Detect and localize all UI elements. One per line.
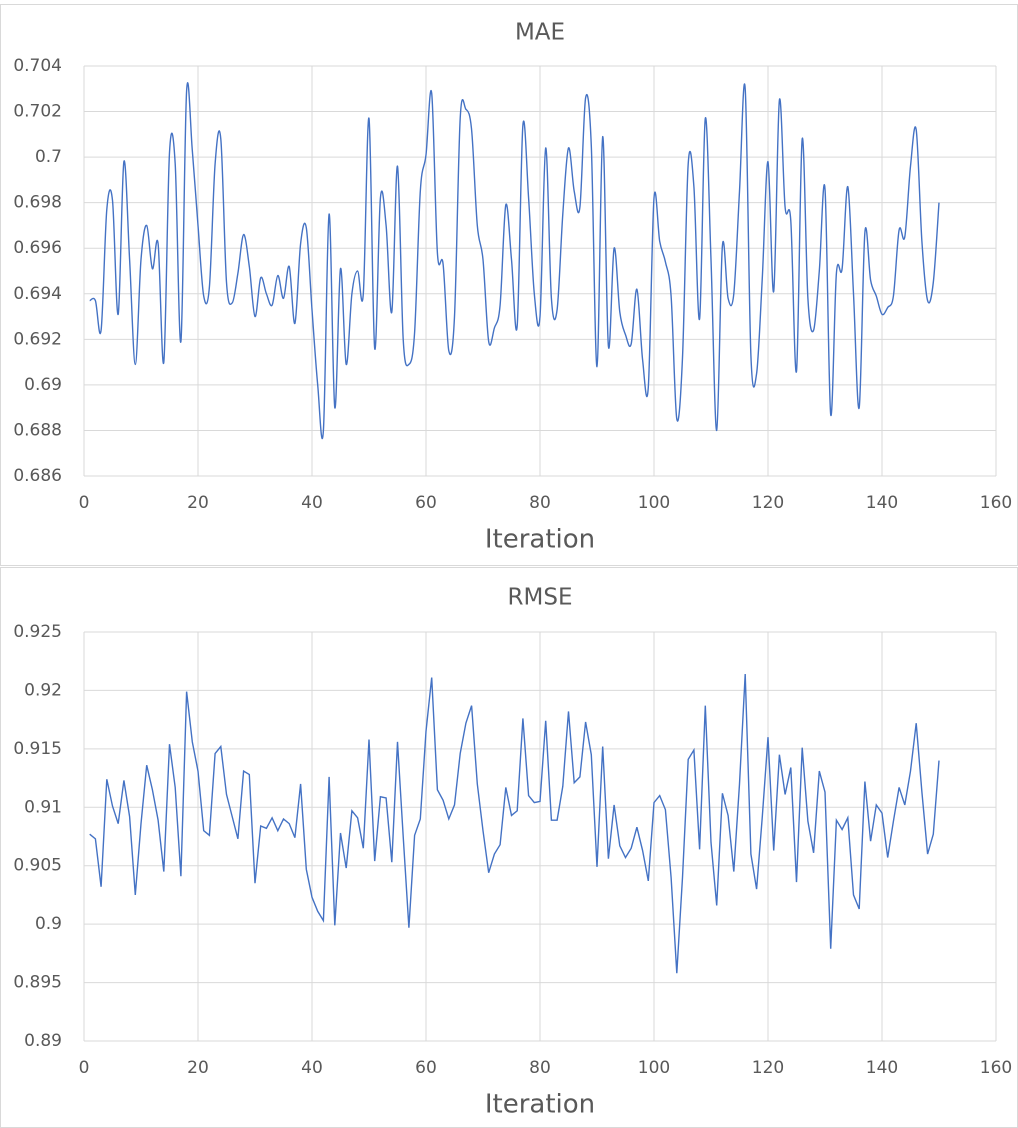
x-tick-label: 40 (301, 493, 323, 513)
x-axis-label: Iteration (485, 525, 595, 555)
x-tick-label: 100 (638, 1058, 670, 1078)
y-tick-label: 0.915 (13, 739, 62, 759)
x-tick-label: 80 (529, 493, 551, 513)
x-tick-label: 60 (415, 1058, 437, 1078)
data-line (89, 82, 940, 440)
x-tick-label: 120 (752, 493, 784, 513)
y-tick-label: 0.925 (13, 622, 62, 642)
y-tick-label: 0.92 (24, 680, 62, 700)
y-tick-label: 0.7 (35, 147, 62, 167)
y-tick-label: 0.698 (13, 193, 62, 213)
chart-title: MAE (515, 20, 565, 46)
data-line (89, 674, 940, 974)
x-tick-label: 100 (638, 493, 670, 513)
chart-frame (0, 567, 1018, 1128)
x-tick-label: 140 (866, 493, 898, 513)
x-tick-label: 20 (187, 1058, 209, 1078)
y-tick-label: 0.694 (13, 284, 62, 304)
y-tick-label: 0.91 (24, 797, 62, 817)
y-tick-label: 0.686 (13, 466, 62, 486)
y-tick-label: 0.696 (13, 238, 62, 258)
chart-frame (0, 4, 1018, 566)
y-tick-label: 0.9 (35, 914, 62, 934)
x-tick-label: 0 (79, 493, 90, 513)
x-tick-label: 120 (752, 1058, 784, 1078)
y-tick-label: 0.905 (13, 856, 62, 876)
x-tick-label: 160 (980, 1058, 1012, 1078)
y-tick-label: 0.89 (24, 1031, 62, 1051)
y-tick-label: 0.692 (13, 329, 62, 349)
x-tick-label: 160 (980, 493, 1012, 513)
x-tick-label: 40 (301, 1058, 323, 1078)
chart-title: RMSE (508, 585, 573, 611)
x-axis-label: Iteration (485, 1090, 595, 1120)
x-tick-label: 140 (866, 1058, 898, 1078)
x-tick-label: 0 (79, 1058, 90, 1078)
y-tick-label: 0.69 (24, 375, 62, 395)
y-tick-label: 0.704 (13, 56, 62, 76)
y-tick-label: 0.702 (13, 102, 62, 122)
x-tick-label: 60 (415, 493, 437, 513)
x-tick-label: 80 (529, 1058, 551, 1078)
y-tick-label: 0.688 (13, 420, 62, 440)
y-tick-label: 0.895 (13, 973, 62, 993)
x-tick-label: 20 (187, 493, 209, 513)
